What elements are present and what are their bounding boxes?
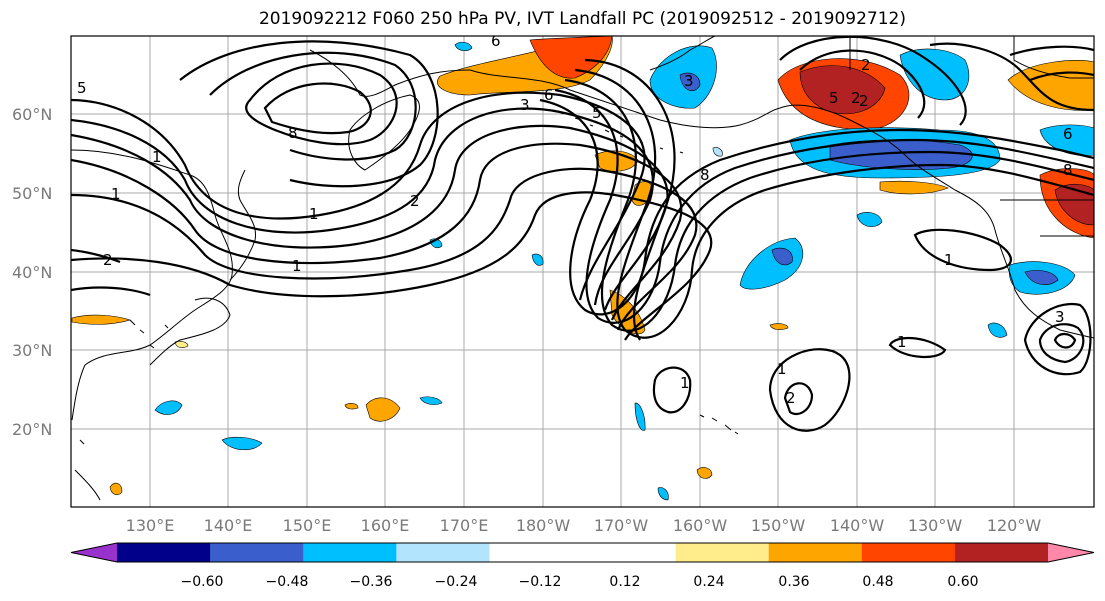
contour-label: 2 [859,92,869,110]
colorbar: −0.60 −0.48 −0.36 −0.24 −0.12 0.12 0.24 … [70,542,1095,590]
colorbar-segment [210,543,304,562]
lon-label: 130°E [126,516,175,535]
colorbar-tick: 0.60 [947,574,978,590]
contour-label: 2 [861,56,871,74]
latitude-labels: 60°N 50°N 40°N 30°N 20°N [12,105,52,439]
contour-label: 2 [410,192,420,210]
contour-labels: 6 5 8 3 6 5 1 2 1 1 2 1 2 3 8 2 5 2 8 6 … [77,32,1073,407]
lon-label: 160°W [673,516,728,535]
colorbar-extend-min [71,543,117,562]
contour-label: 1 [292,257,302,275]
contour-label: 5 [829,89,839,107]
lon-label: 120°W [987,516,1042,535]
colorbar-tick: −0.36 [350,574,393,590]
colorbar-tick: 0.48 [862,574,893,590]
colorbar-segment [303,543,397,562]
contour-label: 8 [1063,161,1073,179]
lat-label: 50°N [12,184,52,203]
lon-label: 170°W [594,516,649,535]
pv-contours [71,36,1094,432]
colorbar-tick: 0.12 [609,574,640,590]
colorbar-segment [396,543,490,562]
colorbar-ticks: −0.60 −0.48 −0.36 −0.24 −0.12 0.12 0.24 … [181,574,979,590]
contour-label: 1 [152,148,162,166]
contour-label: 2 [103,251,113,269]
contour-label: 1 [680,374,690,392]
contour-label: 3 [684,72,694,90]
coastlines [71,36,1094,501]
colorbar-segments [70,542,1095,563]
map-title: 2019092212 F060 250 hPa PV, IVT Landfall… [258,9,906,29]
colorbar-segment [582,543,677,562]
lon-label: 170°E [440,516,489,535]
contour-label: 1 [309,205,319,223]
contour-label: 8 [288,124,298,142]
colorbar-tick: 0.36 [778,574,809,590]
contour-label: 1 [944,251,954,269]
colorbar-tick: −0.60 [181,574,224,590]
contour-label: 5 [77,79,87,97]
colorbar-segment [117,543,211,562]
colorbar-tick: −0.24 [435,574,478,590]
lon-label: 150°W [751,516,806,535]
colorbar-tick: 0.24 [693,574,724,590]
lat-label: 20°N [12,420,52,439]
contour-label: 1 [777,360,787,378]
contour-label: 6 [544,86,554,104]
contour-label: 2 [851,89,861,107]
map-frame [70,35,1095,508]
colorbar-tick: −0.48 [266,574,309,590]
graticule [71,36,1094,507]
lat-label: 40°N [12,263,52,282]
colorbar-outline [70,542,1095,563]
contour-label: 8 [700,166,710,184]
contour-label: 3 [1055,308,1065,326]
lon-label: 160°E [361,516,410,535]
lat-label: 30°N [12,341,52,360]
colorbar-extend-max [1048,543,1094,562]
contour-label: 1 [111,185,121,203]
contour-label: 6 [1063,125,1073,143]
colorbar-segment [489,543,583,562]
colorbar-segment [954,543,1049,562]
contour-label: 6 [491,32,501,50]
contour-label: 5 [592,104,602,122]
colorbar-segment [675,543,770,562]
longitude-labels: 130°E 140°E 150°E 160°E 170°E 180°W 170°… [126,516,1042,535]
lon-label: 140°E [204,516,253,535]
contour-label: 1 [897,333,907,351]
colorbar-tick: −0.12 [519,574,562,590]
colorbar-segment [861,543,956,562]
lon-label: 130°W [908,516,963,535]
lon-label: 150°E [283,516,332,535]
map-content: 6 5 8 3 6 5 1 2 1 1 2 1 2 3 8 2 5 2 8 6 … [71,32,1094,507]
colorbar-segment [768,543,863,562]
lat-label: 60°N [12,105,52,124]
contour-label: 2 [786,389,796,407]
contour-label: 3 [520,96,530,114]
lon-label: 180°W [516,516,571,535]
lon-label: 140°W [830,516,885,535]
